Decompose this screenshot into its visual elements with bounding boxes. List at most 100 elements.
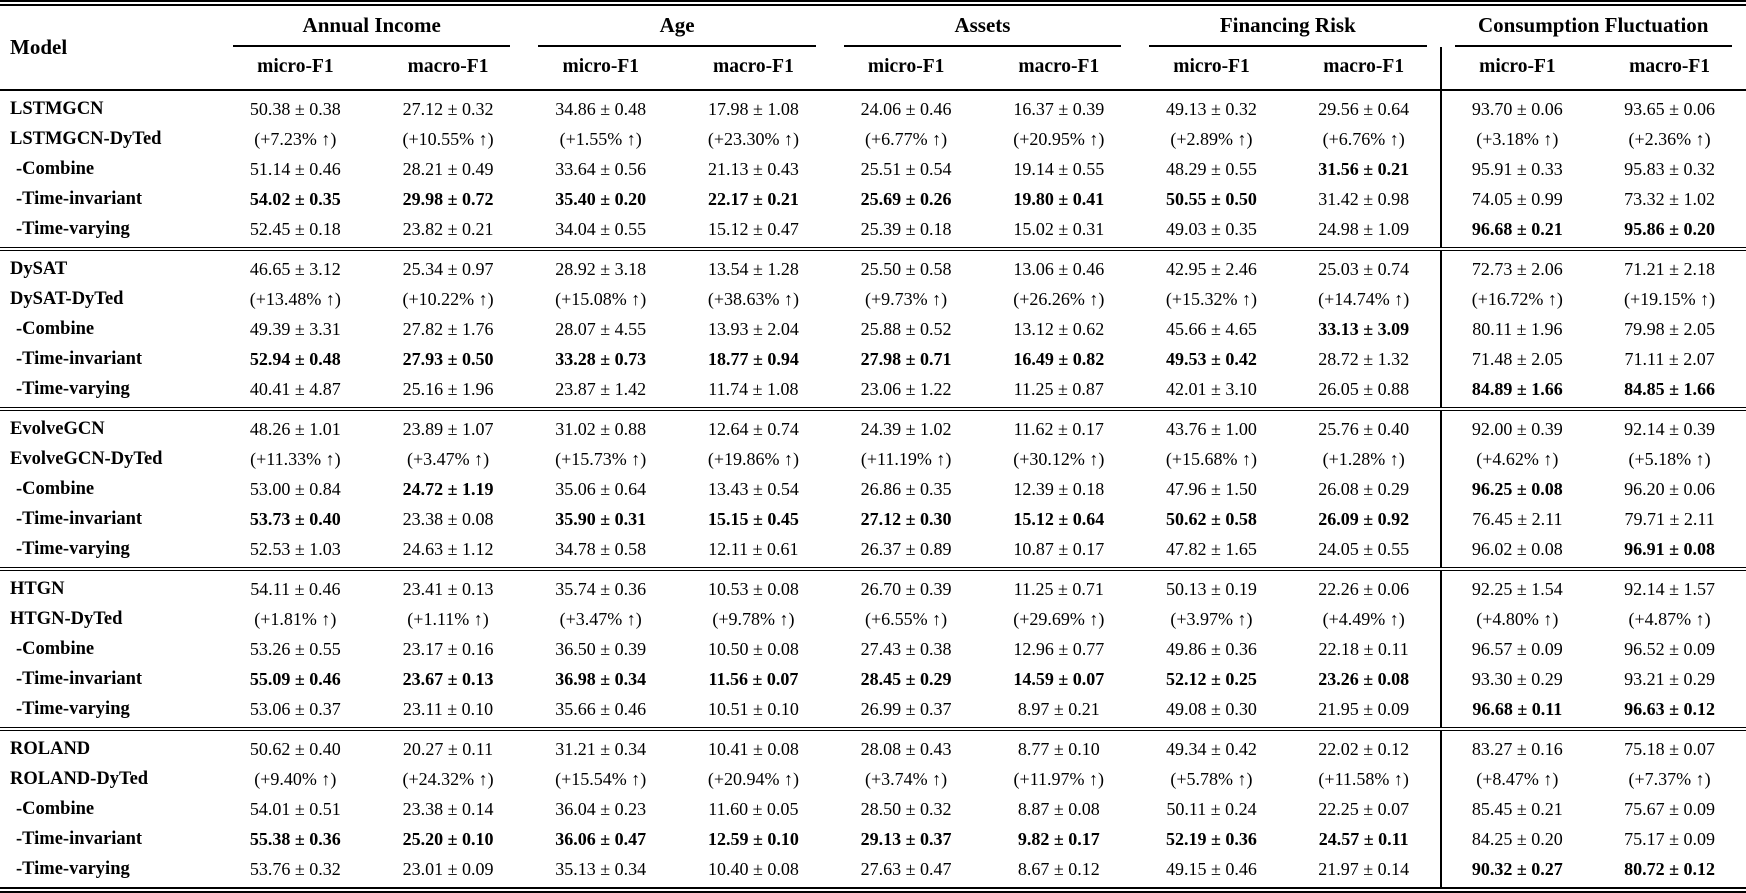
metric-cell: 21.97 ± 0.14 [1288, 854, 1441, 890]
metric-cell: 47.96 ± 1.50 [1135, 474, 1288, 504]
improvement-cell: (+15.32% ↑) [1135, 284, 1288, 314]
improvement-cell: (+14.74% ↑) [1288, 284, 1441, 314]
metric-cell: 11.60 ± 0.05 [677, 794, 830, 824]
metric-cell: 48.26 ± 1.01 [219, 409, 372, 444]
metric-cell: 26.99 ± 0.37 [830, 694, 983, 729]
metric-cell: 95.83 ± 0.32 [1593, 154, 1746, 184]
metric-cell: 22.18 ± 0.11 [1288, 634, 1441, 664]
metric-cell: 13.93 ± 2.04 [677, 314, 830, 344]
improvement-cell: (+5.18% ↑) [1593, 444, 1746, 474]
metric-cell: 33.13 ± 3.09 [1288, 314, 1441, 344]
improvement-cell: (+11.97% ↑) [982, 764, 1135, 794]
metric-cell: 50.38 ± 0.38 [219, 90, 372, 124]
metric-cell: 10.40 ± 0.08 [677, 854, 830, 890]
metric-cell: 96.68 ± 0.21 [1441, 214, 1594, 249]
improvement-cell: (+3.47% ↑) [372, 444, 525, 474]
metric-cell: 23.38 ± 0.14 [372, 794, 525, 824]
metric-cell: 29.13 ± 0.37 [830, 824, 983, 854]
metric-cell: 22.02 ± 0.12 [1288, 729, 1441, 764]
improvement-cell: (+38.63% ↑) [677, 284, 830, 314]
metric-cell: 25.76 ± 0.40 [1288, 409, 1441, 444]
metric-cell: 28.50 ± 0.32 [830, 794, 983, 824]
metric-cell: 42.01 ± 3.10 [1135, 374, 1288, 409]
metric-column-header: micro-F1 [830, 47, 983, 90]
metric-cell: 54.11 ± 0.46 [219, 569, 372, 604]
metric-cell: 96.68 ± 0.11 [1441, 694, 1594, 729]
model-row-label: -Combine [0, 314, 219, 344]
improvement-cell: (+1.28% ↑) [1288, 444, 1441, 474]
metric-cell: 95.91 ± 0.33 [1441, 154, 1594, 184]
metric-cell: 80.72 ± 0.12 [1593, 854, 1746, 890]
task-group-header: Assets [830, 3, 1135, 47]
metric-cell: 84.25 ± 0.20 [1441, 824, 1594, 854]
metric-cell: 23.41 ± 0.13 [372, 569, 525, 604]
metric-cell: 49.86 ± 0.36 [1135, 634, 1288, 664]
metric-cell: 92.00 ± 0.39 [1441, 409, 1594, 444]
metric-cell: 80.11 ± 1.96 [1441, 314, 1594, 344]
metric-cell: 25.88 ± 0.52 [830, 314, 983, 344]
metric-cell: 25.51 ± 0.54 [830, 154, 983, 184]
metric-cell: 49.08 ± 0.30 [1135, 694, 1288, 729]
metric-cell: 24.05 ± 0.55 [1288, 534, 1441, 569]
improvement-cell: (+4.62% ↑) [1441, 444, 1594, 474]
model-row-label: ROLAND [0, 729, 219, 764]
metric-cell: 23.01 ± 0.09 [372, 854, 525, 890]
improvement-cell: (+6.76% ↑) [1288, 124, 1441, 154]
metric-cell: 13.06 ± 0.46 [982, 249, 1135, 284]
metric-cell: 52.45 ± 0.18 [219, 214, 372, 249]
task-group-label: Financing Risk [1149, 13, 1426, 47]
metric-cell: 28.45 ± 0.29 [830, 664, 983, 694]
metric-cell: 51.14 ± 0.46 [219, 154, 372, 184]
metric-cell: 10.87 ± 0.17 [982, 534, 1135, 569]
improvement-cell: (+2.36% ↑) [1593, 124, 1746, 154]
metric-cell: 14.59 ± 0.07 [982, 664, 1135, 694]
metric-cell: 96.91 ± 0.08 [1593, 534, 1746, 569]
table-row: HTGN-DyTed(+1.81% ↑)(+1.11% ↑)(+3.47% ↑)… [0, 604, 1746, 634]
metric-column-header: micro-F1 [524, 47, 677, 90]
model-row-label: -Time-invariant [0, 184, 219, 214]
metric-cell: 36.06 ± 0.47 [524, 824, 677, 854]
improvement-cell: (+3.18% ↑) [1441, 124, 1594, 154]
metric-cell: 34.04 ± 0.55 [524, 214, 677, 249]
improvement-cell: (+15.73% ↑) [524, 444, 677, 474]
metric-cell: 10.53 ± 0.08 [677, 569, 830, 604]
metric-cell: 96.57 ± 0.09 [1441, 634, 1594, 664]
metric-column-header: micro-F1 [219, 47, 372, 90]
improvement-cell: (+10.55% ↑) [372, 124, 525, 154]
improvement-cell: (+7.23% ↑) [219, 124, 372, 154]
improvement-cell: (+10.22% ↑) [372, 284, 525, 314]
model-row-label: ROLAND-DyTed [0, 764, 219, 794]
metric-cell: 53.00 ± 0.84 [219, 474, 372, 504]
task-group-label: Consumption Fluctuation [1455, 13, 1733, 47]
model-row-label: EvolveGCN-DyTed [0, 444, 219, 474]
metric-cell: 25.16 ± 1.96 [372, 374, 525, 409]
improvement-cell: (+4.87% ↑) [1593, 604, 1746, 634]
metric-cell: 50.11 ± 0.24 [1135, 794, 1288, 824]
metric-cell: 49.39 ± 3.31 [219, 314, 372, 344]
metric-cell: 9.82 ± 0.17 [982, 824, 1135, 854]
improvement-cell: (+1.55% ↑) [524, 124, 677, 154]
table-row: LSTMGCN-DyTed(+7.23% ↑)(+10.55% ↑)(+1.55… [0, 124, 1746, 154]
task-group-header: Financing Risk [1135, 3, 1440, 47]
metric-cell: 92.14 ± 1.57 [1593, 569, 1746, 604]
metric-cell: 84.85 ± 1.66 [1593, 374, 1746, 409]
metric-cell: 25.50 ± 0.58 [830, 249, 983, 284]
metric-cell: 53.76 ± 0.32 [219, 854, 372, 890]
improvement-cell: (+16.72% ↑) [1441, 284, 1594, 314]
metric-cell: 24.63 ± 1.12 [372, 534, 525, 569]
metric-cell: 85.45 ± 0.21 [1441, 794, 1594, 824]
improvement-cell: (+5.78% ↑) [1135, 764, 1288, 794]
metric-cell: 26.08 ± 0.29 [1288, 474, 1441, 504]
metric-column-header: micro-F1 [1135, 47, 1288, 90]
metric-cell: 75.67 ± 0.09 [1593, 794, 1746, 824]
metric-cell: 31.02 ± 0.88 [524, 409, 677, 444]
metric-cell: 21.95 ± 0.09 [1288, 694, 1441, 729]
